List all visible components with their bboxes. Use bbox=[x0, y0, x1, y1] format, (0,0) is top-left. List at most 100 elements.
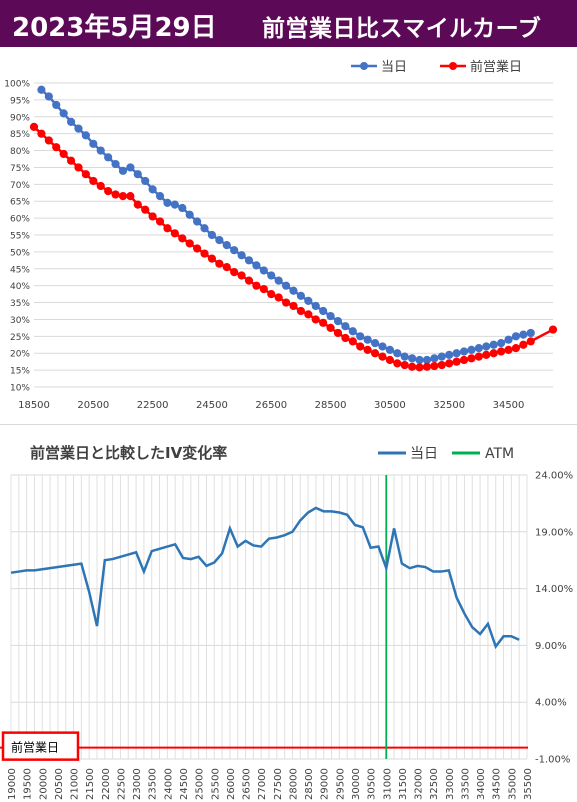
data-point-today bbox=[467, 345, 476, 354]
data-point-prev bbox=[207, 254, 217, 263]
smile-curve-chart: 10% 15% 20% 25% 30% 35% 40% 45% 50% 55% 60% 65% 70% 7… bbox=[4, 59, 558, 411]
data-point-today bbox=[474, 344, 483, 353]
y-tick-label: 75% bbox=[10, 164, 30, 174]
x-tick-label: 35000 bbox=[507, 768, 518, 800]
x-tick-label: 25000 bbox=[195, 768, 206, 800]
data-point-prev bbox=[363, 345, 372, 354]
data-point-prev bbox=[489, 349, 498, 358]
x-tick-label: 22500 bbox=[137, 400, 169, 411]
data-point-today bbox=[274, 276, 283, 285]
data-point-prev bbox=[104, 186, 113, 196]
data-point-prev bbox=[230, 268, 239, 277]
x-tick-label: 26500 bbox=[255, 400, 287, 411]
x-tick-label: 22000 bbox=[101, 768, 112, 800]
data-point-today bbox=[118, 166, 128, 175]
x-tick-label: 23000 bbox=[132, 768, 143, 800]
x-tick-label: 27000 bbox=[257, 768, 268, 800]
data-point-prev bbox=[66, 156, 76, 165]
y-tick-label: 35% bbox=[10, 299, 30, 309]
y-tick-label: 19.00% bbox=[535, 527, 573, 538]
data-point-prev bbox=[96, 181, 105, 191]
data-point-today bbox=[341, 322, 350, 331]
data-point-today bbox=[74, 124, 83, 133]
x-tick-label: 34500 bbox=[493, 400, 525, 411]
data-point-today bbox=[141, 176, 150, 186]
data-point-prev bbox=[467, 354, 476, 363]
data-point-prev bbox=[252, 281, 261, 290]
data-point-prev bbox=[163, 224, 172, 233]
data-point-today bbox=[259, 266, 268, 275]
y-tick-label: 45% bbox=[10, 265, 30, 275]
iv-change-chart: 24.00% 19.00% 14.00% 9.00% 4.00% -1.00% 19000 1… bbox=[0, 444, 573, 800]
data-point-prev bbox=[311, 315, 320, 324]
header-date: 2023年5月29日 bbox=[12, 13, 217, 43]
data-point-today bbox=[445, 350, 454, 360]
x-tick-label: 28500 bbox=[304, 768, 315, 800]
y-tick-label: 30% bbox=[10, 316, 30, 326]
data-point-today bbox=[459, 347, 469, 356]
data-point-prev bbox=[274, 293, 283, 302]
data-point-today bbox=[267, 271, 276, 280]
x-tick-label: 18500 bbox=[18, 400, 50, 411]
data-point-prev bbox=[497, 347, 506, 356]
data-point-today bbox=[244, 256, 254, 265]
data-point-prev bbox=[326, 323, 335, 332]
data-point-today bbox=[437, 352, 446, 361]
data-point-prev bbox=[393, 359, 402, 368]
data-point-prev bbox=[445, 359, 454, 368]
data-point-today bbox=[333, 317, 343, 326]
data-point-prev bbox=[148, 212, 157, 221]
y-tick-label: 85% bbox=[10, 130, 30, 140]
data-point-today bbox=[504, 335, 513, 344]
data-point-prev bbox=[193, 244, 202, 253]
data-point-prev bbox=[519, 340, 528, 349]
data-point-today bbox=[96, 146, 105, 155]
data-point-prev bbox=[548, 325, 558, 334]
data-point-today bbox=[155, 192, 165, 201]
data-point-prev bbox=[126, 192, 135, 201]
data-point-prev bbox=[452, 357, 461, 366]
data-point-today bbox=[222, 241, 231, 250]
data-point-today bbox=[511, 332, 521, 341]
data-point-prev bbox=[259, 284, 268, 294]
data-point-prev bbox=[89, 176, 98, 186]
data-point-today bbox=[289, 286, 298, 295]
data-point-prev bbox=[200, 249, 209, 258]
x-tick-label: 26000 bbox=[226, 768, 237, 800]
y-tick-label: 55% bbox=[10, 232, 30, 242]
chart-title: 前営業日と比較したIV変化率 bbox=[30, 444, 227, 462]
data-point-today bbox=[59, 109, 68, 118]
y-tick-label: 24.00% bbox=[535, 471, 573, 482]
data-point-prev bbox=[319, 318, 328, 327]
data-point-today bbox=[170, 200, 179, 209]
data-point-prev bbox=[215, 259, 224, 268]
data-point-today bbox=[311, 301, 320, 311]
data-point-prev bbox=[170, 229, 179, 238]
data-point-prev bbox=[385, 355, 394, 365]
legend-marker bbox=[449, 62, 457, 70]
data-point-prev bbox=[304, 310, 313, 319]
x-tick-label: 28500 bbox=[315, 400, 347, 411]
legend-label: 当日 bbox=[410, 446, 438, 462]
data-point-today bbox=[200, 224, 209, 233]
legend-label: 前営業日 bbox=[470, 59, 522, 75]
data-point-prev bbox=[267, 290, 276, 299]
x-tick-label: 30500 bbox=[367, 768, 378, 800]
data-point-today bbox=[148, 185, 157, 194]
x-tick-label: 24500 bbox=[196, 400, 228, 411]
data-point-prev bbox=[400, 360, 409, 370]
data-point-today bbox=[526, 328, 535, 338]
data-point-today bbox=[452, 349, 461, 358]
header-banner: 2023年5月29日 前営業日比スマイルカーブ bbox=[0, 0, 577, 47]
data-point-today bbox=[252, 261, 261, 270]
data-point-today bbox=[178, 203, 187, 213]
y-tick-label: 40% bbox=[10, 282, 30, 292]
data-point-prev bbox=[178, 234, 187, 243]
x-tick-label: 22500 bbox=[116, 768, 127, 800]
data-point-today bbox=[482, 342, 491, 351]
x-tick-label: 20000 bbox=[38, 768, 49, 800]
data-point-prev bbox=[155, 217, 165, 226]
y-tick-label: 70% bbox=[10, 181, 30, 191]
data-point-prev bbox=[378, 352, 387, 361]
y-tick-label: 14.00% bbox=[535, 584, 573, 595]
